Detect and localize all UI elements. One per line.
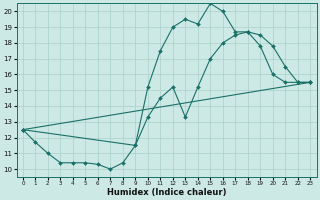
X-axis label: Humidex (Indice chaleur): Humidex (Indice chaleur)	[107, 188, 226, 197]
